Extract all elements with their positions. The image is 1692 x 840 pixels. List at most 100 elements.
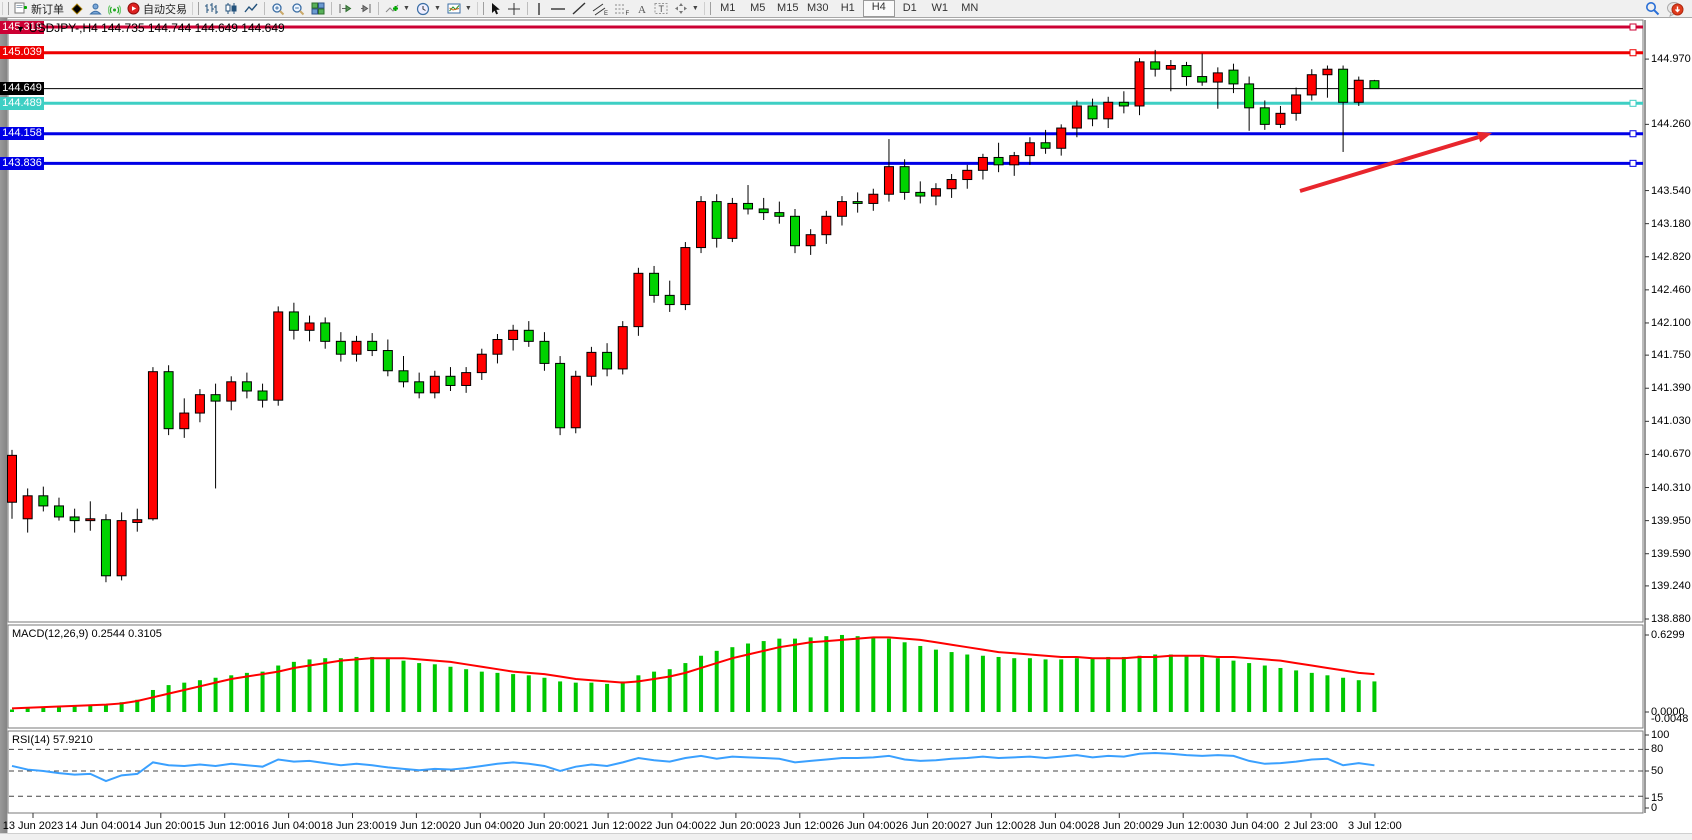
templates-button[interactable]: ▼ [444,1,475,16]
text-icon: A [638,4,646,15]
candle-body [335,340,346,355]
macd-bar [808,637,813,712]
macd-bar [1309,672,1314,712]
timeframe-button-h1[interactable]: H1 [840,2,855,14]
candle-body [711,201,722,239]
line-chart-icon [244,3,258,13]
tile-windows-button[interactable] [308,1,328,16]
candle-body [429,375,440,394]
candle-body [22,495,33,520]
macd-bar [1137,655,1142,712]
metaeditor-button[interactable] [67,1,86,16]
auto-trading-button[interactable]: 自动交易 [124,1,190,16]
svg-text:T: T [658,4,664,14]
fibonacci-button[interactable]: F [611,1,633,16]
text-label-button[interactable]: T [651,1,671,16]
line-handle[interactable] [1629,99,1637,107]
candle-body [1212,72,1223,83]
timeframe-button-m30[interactable]: M30 [807,2,829,14]
line-handle[interactable] [1629,159,1637,167]
notifications-icon[interactable] [1666,1,1684,17]
candlestick-chart-button[interactable] [221,1,241,16]
toolbar-grip[interactable] [2,2,9,15]
timeframe-button-mn[interactable]: MN [961,2,979,14]
auto-scroll-icon [339,4,352,13]
text-button[interactable]: A [633,1,651,16]
candle-body [210,394,221,402]
timeframe-button-m5[interactable]: M5 [750,2,766,14]
new-order-button[interactable]: 新订单 [11,1,67,16]
macd-bar [1341,677,1346,712]
macd-bar [980,655,985,712]
crosshair-button[interactable] [504,1,524,16]
macd-bar [1121,656,1126,712]
candle-body [899,166,910,193]
vertical-line-icon [538,2,540,15]
macd-bar [761,641,766,712]
auto-scroll-button[interactable] [335,1,355,16]
timeframe-button-m1[interactable]: M1 [720,2,736,14]
macd-bar [260,671,265,712]
candle-body [1056,127,1067,149]
annotation-arrow[interactable] [1299,135,1480,193]
equidistant-channel-button[interactable]: E [589,1,611,16]
candle-body [586,351,597,377]
line-handle[interactable] [1629,130,1637,138]
timeframe-button-h4[interactable]: H4 [862,0,895,17]
search-icon[interactable] [1645,1,1660,16]
line-handle[interactable] [1629,49,1637,57]
horizontal-line-button[interactable] [547,1,569,16]
rsi-panel[interactable] [7,730,1644,814]
indicators-button[interactable]: ▼ [382,1,413,16]
candle-body [351,340,362,355]
fibonacci-icon: F [614,4,629,16]
macd-bar [119,702,124,712]
tile-windows-icon [311,2,325,15]
new-order-label: 新订单 [31,3,64,16]
candle-body [993,156,1004,166]
toolbar-grip[interactable] [192,2,199,15]
timeframe-button-d1[interactable]: D1 [902,2,917,14]
candle-body [69,516,80,522]
timeframe-button-m15[interactable]: M15 [777,2,799,14]
candle-body [883,166,894,195]
zoom-out-button[interactable] [288,1,308,16]
cursor-icon [491,2,500,14]
macd-bar [526,675,531,712]
candle-body [38,495,49,507]
trendline-button[interactable] [569,1,589,16]
candle-body [977,156,988,171]
timeframe-button-w1[interactable]: W1 [931,2,949,14]
macd-bar [166,685,171,712]
macd-histogram [10,634,1377,712]
profile-icon [89,3,102,15]
vertical-line-button[interactable] [531,1,547,16]
arrows-button[interactable]: ▼ [671,1,702,16]
macd-bar [839,634,844,712]
macd-signal-line [11,636,1375,710]
macd-bar [1106,656,1111,712]
auto-trading-icon [127,2,140,15]
line-handle[interactable] [1629,23,1637,31]
chart-shift-button[interactable] [355,1,375,16]
macd-bar [1247,663,1252,712]
line-chart-button[interactable] [241,1,261,16]
toolbar-grip[interactable] [703,2,711,15]
macd-bar [699,655,704,712]
cursor-button[interactable] [486,1,504,16]
candle-body [836,201,847,217]
chart-title-text: USDJPY-,H4 144.735 144.744 144.649 144.6… [28,21,285,35]
profile-button[interactable] [86,1,105,16]
chart-collapse-icon[interactable]: ▼ [16,24,25,34]
macd-bar [1325,675,1330,712]
macd-bar [56,705,61,712]
periods-button[interactable]: ▼ [413,1,444,16]
zoom-in-button[interactable] [268,1,288,16]
candle-body [946,179,957,190]
main-chart-panel[interactable] [7,19,1644,623]
toolbar-grip[interactable] [476,2,484,15]
bar-chart-button[interactable] [201,1,221,16]
signals-button[interactable] [105,1,124,16]
macd-bar [1043,659,1048,712]
